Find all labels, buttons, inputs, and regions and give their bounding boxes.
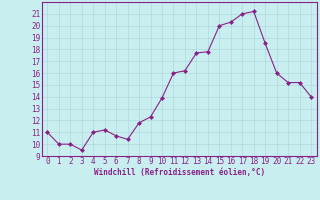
X-axis label: Windchill (Refroidissement éolien,°C): Windchill (Refroidissement éolien,°C) [94,168,265,177]
